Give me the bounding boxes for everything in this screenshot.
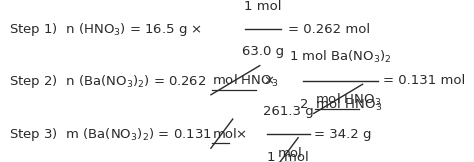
Text: Step 3)  m (Ba(NO$_3$)$_2$) = 0.131: Step 3) m (Ba(NO$_3$)$_2$) = 0.131 <box>9 126 213 143</box>
Text: ×: × <box>236 128 246 141</box>
Text: mol HNO$_3$: mol HNO$_3$ <box>315 92 382 108</box>
Text: 63.0 g: 63.0 g <box>242 45 284 58</box>
Text: mol HNO$_3$: mol HNO$_3$ <box>212 73 279 89</box>
Text: = 34.2 g: = 34.2 g <box>314 128 372 141</box>
Text: 1  mol: 1 mol <box>267 151 309 162</box>
Text: 1 mol: 1 mol <box>244 0 282 13</box>
Text: = 0.131 mol: = 0.131 mol <box>383 75 465 87</box>
Text: mol: mol <box>212 128 237 141</box>
Text: 2  mol HNO$_3$: 2 mol HNO$_3$ <box>299 97 382 113</box>
Text: 1 mol Ba(NO$_3$)$_2$: 1 mol Ba(NO$_3$)$_2$ <box>289 49 392 65</box>
Text: Step 2)  n (Ba(NO$_3$)$_2$) = 0.262: Step 2) n (Ba(NO$_3$)$_2$) = 0.262 <box>9 73 208 89</box>
Text: 261.3 g: 261.3 g <box>263 105 314 118</box>
Text: = 0.262 mol: = 0.262 mol <box>288 23 370 36</box>
Text: ×: × <box>263 75 274 87</box>
Text: mol: mol <box>278 147 302 160</box>
Text: Step 1)  n (HNO$_3$) = 16.5 g ×: Step 1) n (HNO$_3$) = 16.5 g × <box>9 21 203 38</box>
